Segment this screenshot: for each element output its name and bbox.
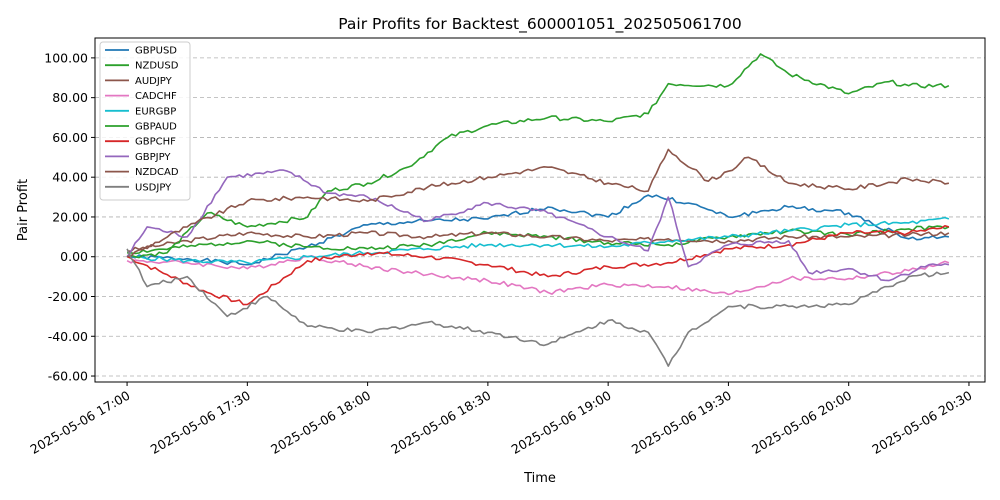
- legend-label: USDJPY: [135, 182, 172, 193]
- legend-label: EURGBP: [135, 106, 176, 117]
- series-line-eurgbp: [126, 216, 950, 265]
- x-axis-label: Time: [523, 471, 556, 486]
- legend-label: CADCHF: [135, 91, 177, 102]
- legend-label: NZDCAD: [135, 167, 179, 178]
- y-tick-label: -60.00: [48, 369, 88, 384]
- legend-label: GBPCHF: [135, 137, 176, 148]
- legend-label: NZDUSD: [135, 61, 179, 72]
- series-line-usdjpy: [126, 248, 950, 367]
- series-line-gbpchf: [126, 225, 950, 306]
- series-line-gbpaud: [126, 53, 950, 259]
- legend-label: GBPJPY: [135, 152, 171, 163]
- y-tick-label: 0.00: [60, 249, 88, 264]
- y-tick-label: 20.00: [52, 209, 88, 224]
- y-tick-label: 60.00: [52, 130, 88, 145]
- legend-box: [99, 41, 191, 201]
- legend: GBPUSD NZDUSD AUDJPY CADCHF EURGBP GBPAUD GBPC…: [99, 41, 191, 201]
- y-tick-label: 80.00: [52, 90, 88, 105]
- series-line-nzdusd: [127, 225, 950, 255]
- series-line-nzdcad: [126, 148, 950, 258]
- chart-title: Pair Profits for Backtest_600001051_2025…: [338, 15, 741, 34]
- legend-label: GBPAUD: [135, 122, 177, 133]
- y-axis-label: Pair Profit: [16, 179, 31, 241]
- legend-label: AUDJPY: [135, 76, 173, 87]
- legend-label: GBPUSD: [135, 46, 177, 57]
- y-tick-label: -20.00: [48, 289, 88, 304]
- y-tick-label: 40.00: [52, 170, 88, 185]
- plot-frame: [94, 37, 986, 383]
- series-layer: [126, 53, 950, 367]
- y-tick-label: 100.00: [44, 50, 88, 65]
- series-line-gbpjpy: [126, 169, 950, 282]
- series-line-audjpy: [127, 230, 950, 253]
- y-tick-label: -40.00: [48, 329, 88, 344]
- series-line-cadchf: [126, 255, 950, 296]
